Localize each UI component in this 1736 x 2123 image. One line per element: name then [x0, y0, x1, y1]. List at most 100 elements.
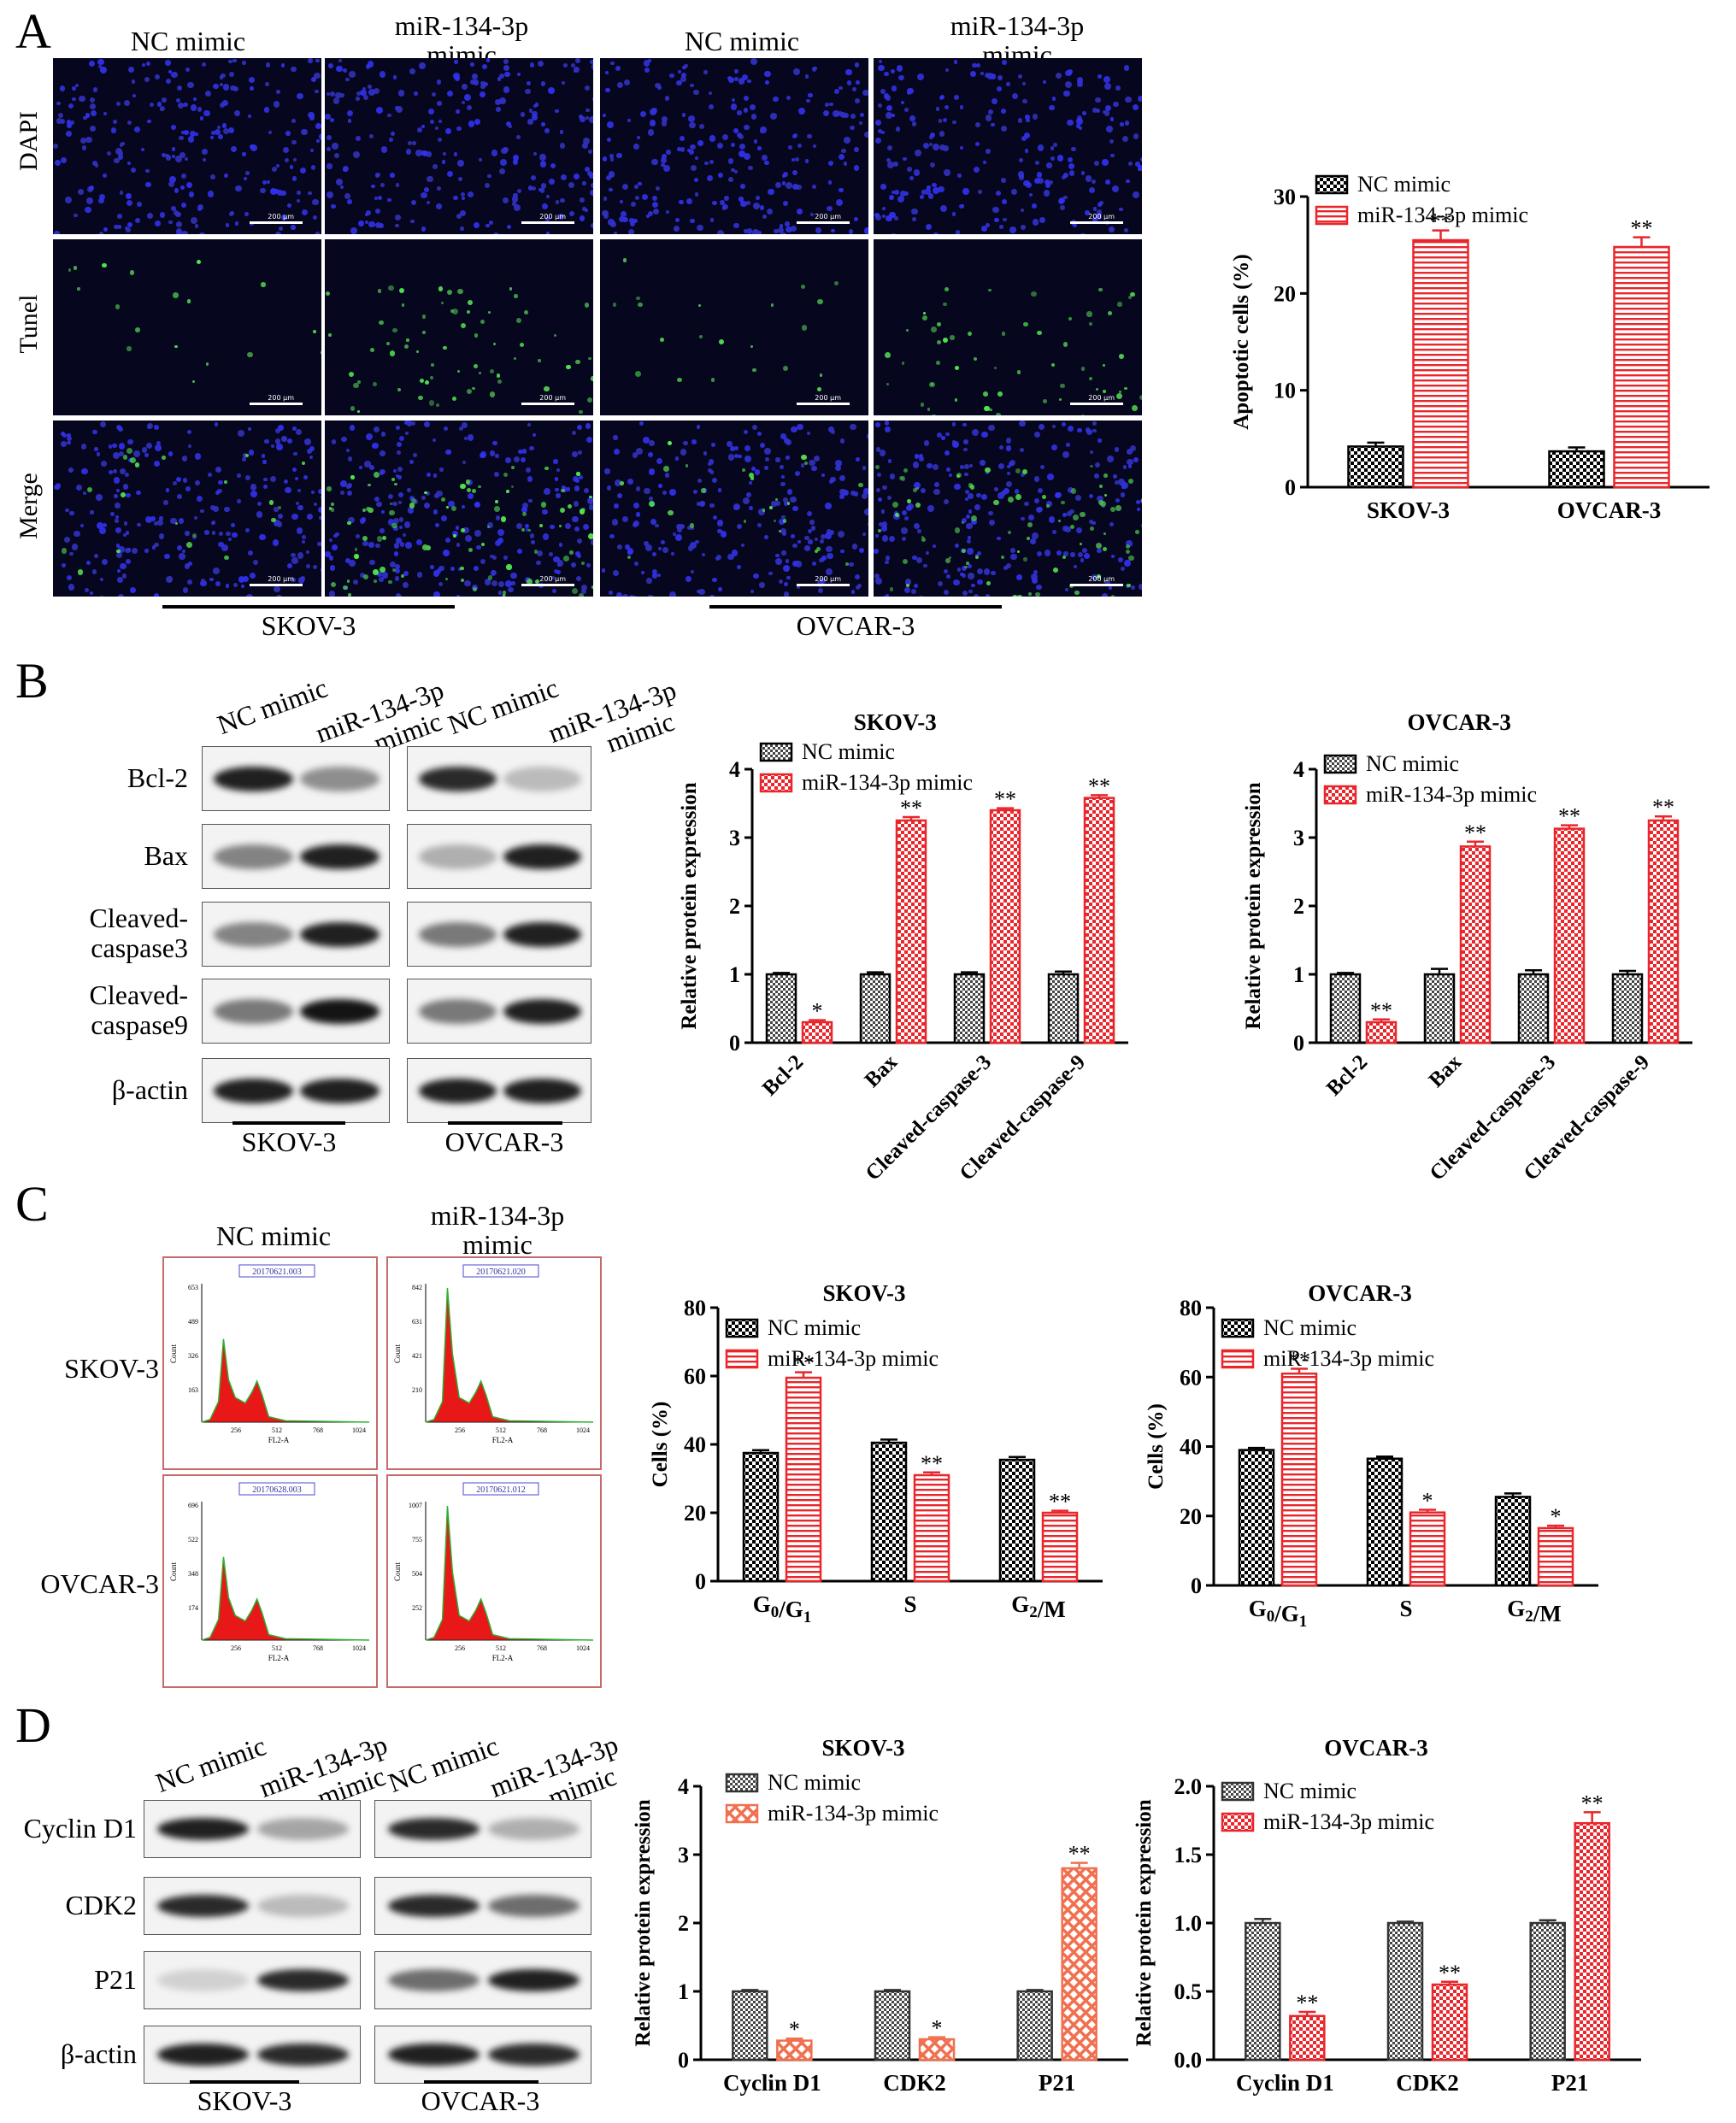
chart-skov-apoptosis-proteins: SKOV-3 0 1 2 3 4 Relative protein expression NC…	[678, 709, 1128, 1179]
y-tick-label: 30	[1274, 185, 1296, 209]
y-axis-label: Relative protein expression	[678, 782, 701, 1029]
bar	[776, 2039, 813, 2061]
bar	[1459, 845, 1492, 1044]
legend-label: NC mimic	[768, 1315, 861, 1340]
chart-ovcar-cell-cycle-proteins: OVCAR-3 0.0 0.5 1.0 1.5 2.0 Relative protein e…	[1133, 1735, 1641, 2096]
bar	[801, 1020, 833, 1044]
blot-strip	[407, 1058, 591, 1123]
chart-title: OVCAR-3	[1324, 1735, 1428, 1761]
flow-histogram: 20170621.003 653 489 326 163 256 512 768 1024 FL…	[162, 1256, 378, 1470]
blot-band	[214, 998, 293, 1024]
group-label-skov-b: SKOV-3	[241, 1126, 337, 1157]
flow-histogram: 20170628.003 696 522 348 174 256 512 768 1024 FL…	[162, 1474, 378, 1688]
chart-title: SKOV-3	[822, 1280, 905, 1306]
flow-xtick: 1024	[352, 1426, 366, 1434]
legend-swatch	[725, 1773, 759, 1793]
y-tick-label: 0	[1285, 475, 1296, 500]
x-tick-label: Bax	[1425, 1050, 1467, 1092]
legend-swatch	[759, 773, 793, 793]
significance-mark: **	[900, 796, 922, 820]
x-tick-label: G2/M	[1507, 1596, 1562, 1626]
significance-mark: **	[1049, 1490, 1071, 1514]
underline-ovcar-b	[448, 1121, 562, 1125]
flow-ytick: 326	[188, 1352, 198, 1360]
y-tick-label: 40	[684, 1432, 706, 1457]
legend-label: miR-134-3p mimic	[1263, 1346, 1434, 1371]
flow-ylabel: Count	[393, 1344, 402, 1364]
chart-ovcar-apoptosis-proteins: OVCAR-3 0 1 2 3 4 Relative protein expression N…	[1242, 709, 1692, 1179]
legend-swatch	[1221, 1349, 1255, 1369]
chart-title: SKOV-3	[821, 1735, 904, 1761]
bar	[732, 1990, 768, 2061]
blot-band	[418, 766, 497, 791]
chart-title: OVCAR-3	[1308, 1280, 1412, 1306]
blot-band	[157, 1895, 249, 1918]
bar	[1016, 1990, 1053, 2061]
y-tick-label: 1.5	[1174, 1843, 1203, 1867]
legend-swatch	[1315, 174, 1349, 195]
legend-label: miR-134-3p mimic	[768, 1346, 939, 1371]
bar	[1574, 1821, 1610, 2061]
flow-ytick: 631	[412, 1318, 422, 1326]
significance-mark: **	[1296, 1991, 1318, 2015]
blot-strip	[374, 2026, 591, 2084]
bar	[998, 1458, 1036, 1583]
flow-sample-id: 20170628.003	[252, 1485, 302, 1495]
y-tick-label: 0	[1293, 1031, 1304, 1056]
chart-title: SKOV-3	[854, 709, 937, 735]
significance-mark: *	[1422, 1488, 1433, 1513]
legend-label: miR-134-3p mimic	[1366, 782, 1537, 807]
blot-label: CDK2	[65, 1890, 137, 1920]
y-tick-label: 0.0	[1174, 2048, 1203, 2073]
blot-band	[488, 1818, 580, 1841]
legend-swatch	[1221, 1318, 1255, 1338]
blot-band	[488, 1969, 580, 1992]
bar	[1431, 1983, 1468, 2061]
bar	[765, 973, 797, 1044]
group-label-skov-a: SKOV-3	[261, 610, 356, 641]
blot-band	[388, 1895, 480, 1918]
x-tick-label: Bcl-2	[758, 1050, 808, 1100]
y-tick-label: 20	[684, 1501, 706, 1526]
micrograph: 200 μm	[53, 58, 321, 234]
flow-row-ovcar: OVCAR-3	[40, 1568, 159, 1599]
blot-band	[257, 2044, 349, 2067]
x-tick-label: S	[1399, 1596, 1412, 1621]
y-tick-label: 1.0	[1174, 1911, 1203, 1936]
y-tick-label: 40	[1180, 1435, 1202, 1460]
blot-band	[488, 2044, 580, 2067]
flow-histogram: 20170621.020 842 631 421 210 256 512 768 1024 FL…	[386, 1256, 602, 1470]
y-tick-label: 2	[729, 894, 740, 919]
y-tick-label: 0	[1191, 1573, 1202, 1598]
flow-ytick: 489	[188, 1318, 198, 1326]
x-tick-label: P21	[1039, 2070, 1076, 2096]
y-tick-label: 2	[678, 1911, 689, 1936]
flow-xlabel: FL2-A	[268, 1654, 290, 1662]
x-tick-label: Cyclin D1	[1236, 2070, 1334, 2096]
y-tick-label: 20	[1180, 1504, 1202, 1529]
blot-strip	[407, 902, 591, 967]
flow-xtick: 1024	[576, 1426, 590, 1434]
y-axis-label: Apoptotic cells (%)	[1230, 254, 1253, 430]
y-tick-label: 1	[729, 962, 740, 987]
flow-xtick: 256	[455, 1644, 465, 1652]
y-axis-label: Cells (%)	[1145, 1403, 1168, 1490]
flow-xtick: 256	[231, 1426, 241, 1434]
significance-mark: **	[1288, 1348, 1310, 1373]
blot-strip	[202, 824, 390, 889]
flow-col-mir: miR-134-3p mimic	[430, 1200, 565, 1260]
y-axis-label: Relative protein expression	[633, 1799, 655, 2046]
group-label-ovcar-a: OVCAR-3	[796, 610, 915, 641]
y-axis-label: Cells (%)	[650, 1402, 672, 1488]
flow-xtick: 768	[313, 1644, 323, 1652]
legend-label: NC mimic	[1263, 1315, 1356, 1340]
flow-ytick: 1007	[409, 1502, 422, 1509]
blot-band	[388, 1818, 480, 1841]
blot-strip	[202, 1058, 390, 1123]
significance-mark: **	[1581, 1791, 1604, 1815]
x-tick-label: SKOV-3	[1367, 497, 1450, 523]
underline-skov-d	[190, 2080, 299, 2084]
blot-label: Bax	[144, 840, 188, 871]
bar	[1553, 827, 1586, 1044]
blot-band	[214, 844, 293, 869]
